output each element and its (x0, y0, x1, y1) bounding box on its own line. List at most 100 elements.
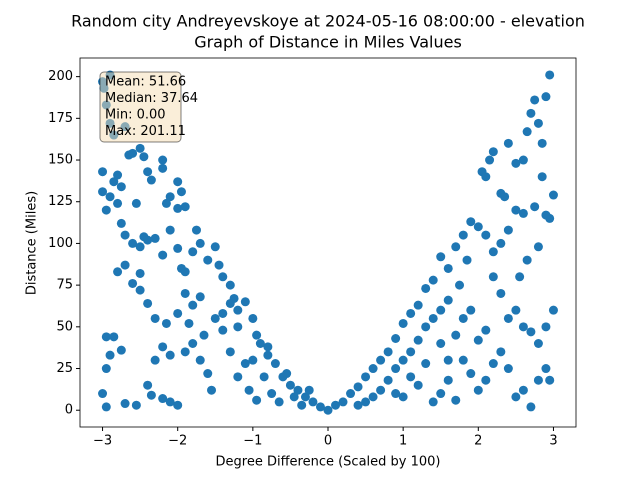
x-tick-label: −2 (168, 434, 187, 449)
scatter-point (503, 313, 513, 323)
scatter-point (488, 272, 498, 282)
scatter-point (113, 170, 123, 180)
scatter-point (346, 389, 356, 399)
y-tick-label: 200 (48, 69, 73, 84)
scatter-point (101, 332, 111, 342)
scatter-point (526, 108, 536, 118)
scatter-point (135, 268, 145, 278)
scatter-point (188, 247, 198, 257)
scatter-point (548, 190, 558, 200)
scatter-point (518, 322, 528, 332)
scatter-point (143, 167, 153, 177)
scatter-point (146, 175, 156, 185)
scatter-point (289, 392, 299, 402)
stats-box (99, 71, 182, 143)
scatter-point (436, 252, 446, 262)
scatter-point (109, 332, 119, 342)
scatter-point (323, 405, 333, 415)
scatter-point (225, 347, 235, 357)
scatter-point (199, 330, 209, 340)
scatter-point (541, 92, 551, 102)
scatter-point (116, 345, 126, 355)
scatter-point (218, 308, 228, 318)
scatter-point (518, 155, 528, 165)
scatter-point (496, 288, 506, 298)
scatter-point (428, 313, 438, 323)
scatter-point (225, 280, 235, 290)
scatter-point (158, 163, 168, 173)
chart-title: Random city Andreyevskoye at 2024-05-16 … (71, 12, 585, 31)
scatter-point (526, 327, 536, 337)
x-tick-label: −3 (93, 434, 112, 449)
scatter-point (421, 322, 431, 332)
scatter-point (131, 400, 141, 410)
scatter-point (537, 172, 547, 182)
scatter-point (458, 313, 468, 323)
scatter-point (511, 158, 521, 168)
scatter-point (526, 402, 536, 412)
scatter-point (165, 225, 175, 235)
scatter-point (255, 339, 265, 349)
scatter-point (455, 280, 465, 290)
scatter-point (398, 355, 408, 365)
x-tick-label: 3 (549, 434, 557, 449)
scatter-point (466, 305, 476, 315)
scatter-point (488, 247, 498, 257)
scatter-point (173, 243, 183, 253)
scatter-point (158, 342, 168, 352)
scatter-point (263, 342, 273, 352)
scatter-point (210, 313, 220, 323)
scatter-point (308, 397, 318, 407)
scatter-point (173, 177, 183, 187)
scatter-point (522, 255, 532, 265)
scatter-point (240, 297, 250, 307)
scatter-point (259, 372, 269, 382)
scatter-point (101, 205, 111, 215)
scatter-point (503, 364, 513, 374)
scatter-point (180, 347, 190, 357)
scatter-point (116, 218, 126, 228)
scatter-point (195, 292, 205, 302)
scatter-point (406, 347, 416, 357)
scatter-point (428, 275, 438, 285)
scatter-point (368, 392, 378, 402)
y-tick-label: 75 (56, 278, 73, 293)
scatter-point (207, 385, 217, 395)
scatter-point (128, 148, 138, 158)
scatter-point (376, 355, 386, 365)
scatter-point (263, 350, 273, 360)
scatter-point (113, 267, 123, 277)
scatter-point (530, 95, 540, 105)
scatter-point (541, 364, 551, 374)
scatter-point (541, 322, 551, 332)
scatter-point (158, 394, 168, 404)
scatter-point (421, 359, 431, 369)
scatter-point (248, 355, 258, 365)
scatter-point (135, 143, 145, 153)
scatter-point (383, 347, 393, 357)
scatter-point (522, 127, 532, 137)
scatter-point (443, 375, 453, 385)
scatter-point (150, 233, 160, 243)
y-tick-label: 150 (48, 153, 73, 168)
scatter-point (406, 308, 416, 318)
scatter-point (161, 198, 171, 208)
scatter-point (184, 318, 194, 328)
scatter-point (496, 238, 506, 248)
scatter-point (533, 339, 543, 349)
scatter-point (530, 202, 540, 212)
scatter-point (210, 242, 220, 252)
scatter-point (109, 177, 119, 187)
scatter-point (304, 385, 314, 395)
scatter-point (473, 222, 483, 232)
scatter-point (466, 369, 476, 379)
plot-frame (79, 57, 577, 428)
scatter-point (135, 285, 145, 295)
scatter-point (173, 203, 183, 213)
y-tick-label: 175 (48, 111, 73, 126)
scatter-point (274, 397, 284, 407)
scatter-point (481, 325, 491, 335)
scatter-point (180, 288, 190, 298)
y-tick-label: 0 (65, 403, 73, 418)
stats-text: Median: 37.64 (105, 91, 198, 106)
